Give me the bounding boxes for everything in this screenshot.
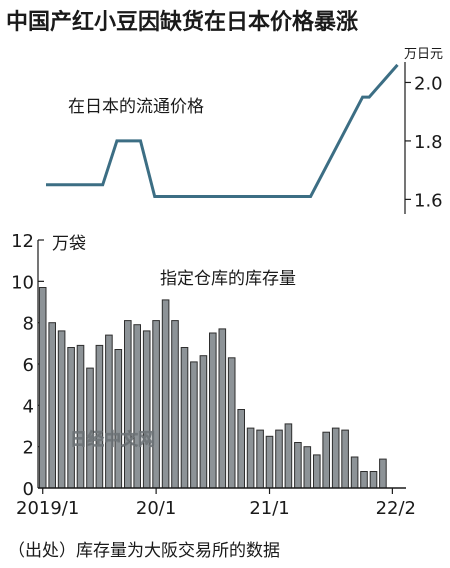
inventory-bar (152, 320, 160, 489)
inventory-bar (209, 332, 217, 489)
inventory-tick-label: 6 (23, 355, 34, 376)
price-series-label: 在日本的流通价格 (68, 97, 204, 117)
inventory-tick-label: 2 (23, 438, 34, 459)
inventory-bar (67, 347, 75, 489)
inventory-bar (180, 347, 189, 489)
inventory-bar (256, 429, 264, 489)
inventory-bar (133, 324, 141, 489)
inventory-bar (379, 458, 387, 489)
price-tick-label: 1.6 (414, 190, 443, 211)
inventory-bar (57, 330, 66, 489)
inventory-bar (294, 442, 302, 489)
inventory-tick-label: 8 (23, 314, 34, 335)
inventory-bar (322, 431, 330, 489)
inventory-bar (275, 429, 283, 489)
inventory-bar (284, 423, 293, 489)
inventory-bar (341, 429, 349, 489)
inventory-bar (190, 361, 198, 489)
inventory-bar (48, 322, 57, 489)
inventory-bar (199, 355, 208, 489)
inventory-bar (237, 409, 245, 489)
inventory-bar-panel: 万袋 指定仓库的库存量 0 2 4 6 8 10 12 日经中文网 2019/1 20/1 21… (11, 231, 416, 519)
inventory-series-label: 指定仓库的库存量 (160, 269, 296, 289)
inventory-bar (38, 287, 47, 489)
inventory-bar (218, 328, 227, 489)
inventory-x-tick-label: 2019/1 (16, 498, 79, 519)
inventory-x-tick-label: 22/2 (376, 498, 416, 519)
inventory-bar (313, 454, 321, 489)
inventory-bar (95, 344, 104, 489)
inventory-bar (369, 471, 378, 489)
price-line-panel: 万日元 在日本的流通价格 1.6 1.8 2.0 (46, 47, 443, 214)
inventory-bar (360, 471, 368, 489)
inventory-unit-label: 万袋 (52, 234, 86, 254)
inventory-tick-label: 0 (23, 479, 34, 500)
chart-title: 中国产红小豆因缺货在日本价格暴涨 (6, 10, 359, 35)
price-line (46, 63, 399, 198)
inventory-tick-label: 12 (11, 231, 34, 252)
inventory-x-tick-label: 21/1 (249, 498, 289, 519)
inventory-bar (142, 330, 151, 489)
inventory-bar (161, 299, 170, 489)
price-unit-label: 万日元 (404, 47, 443, 62)
watermark: 日经中文网 (70, 429, 155, 450)
inventory-bar (303, 446, 312, 489)
inventory-bar (350, 456, 359, 489)
price-tick-label: 2.0 (414, 73, 443, 94)
inventory-bar (86, 367, 94, 489)
inventory-bar (331, 427, 340, 489)
source-note: （出处）库存量为大阪交易所的数据 (8, 541, 280, 561)
inventory-bar (105, 334, 113, 489)
inventory-bar (76, 344, 85, 489)
inventory-bar (114, 349, 123, 489)
inventory-bar (265, 435, 274, 489)
inventory-x-tick-label: 20/1 (136, 498, 176, 519)
price-tick-label: 1.8 (414, 132, 443, 153)
inventory-tick-label: 10 (11, 272, 34, 293)
inventory-bar (171, 320, 179, 489)
inventory-bar (227, 357, 236, 489)
inventory-tick-label: 4 (23, 396, 34, 417)
inventory-bar (246, 427, 255, 489)
inventory-bar (124, 320, 132, 489)
